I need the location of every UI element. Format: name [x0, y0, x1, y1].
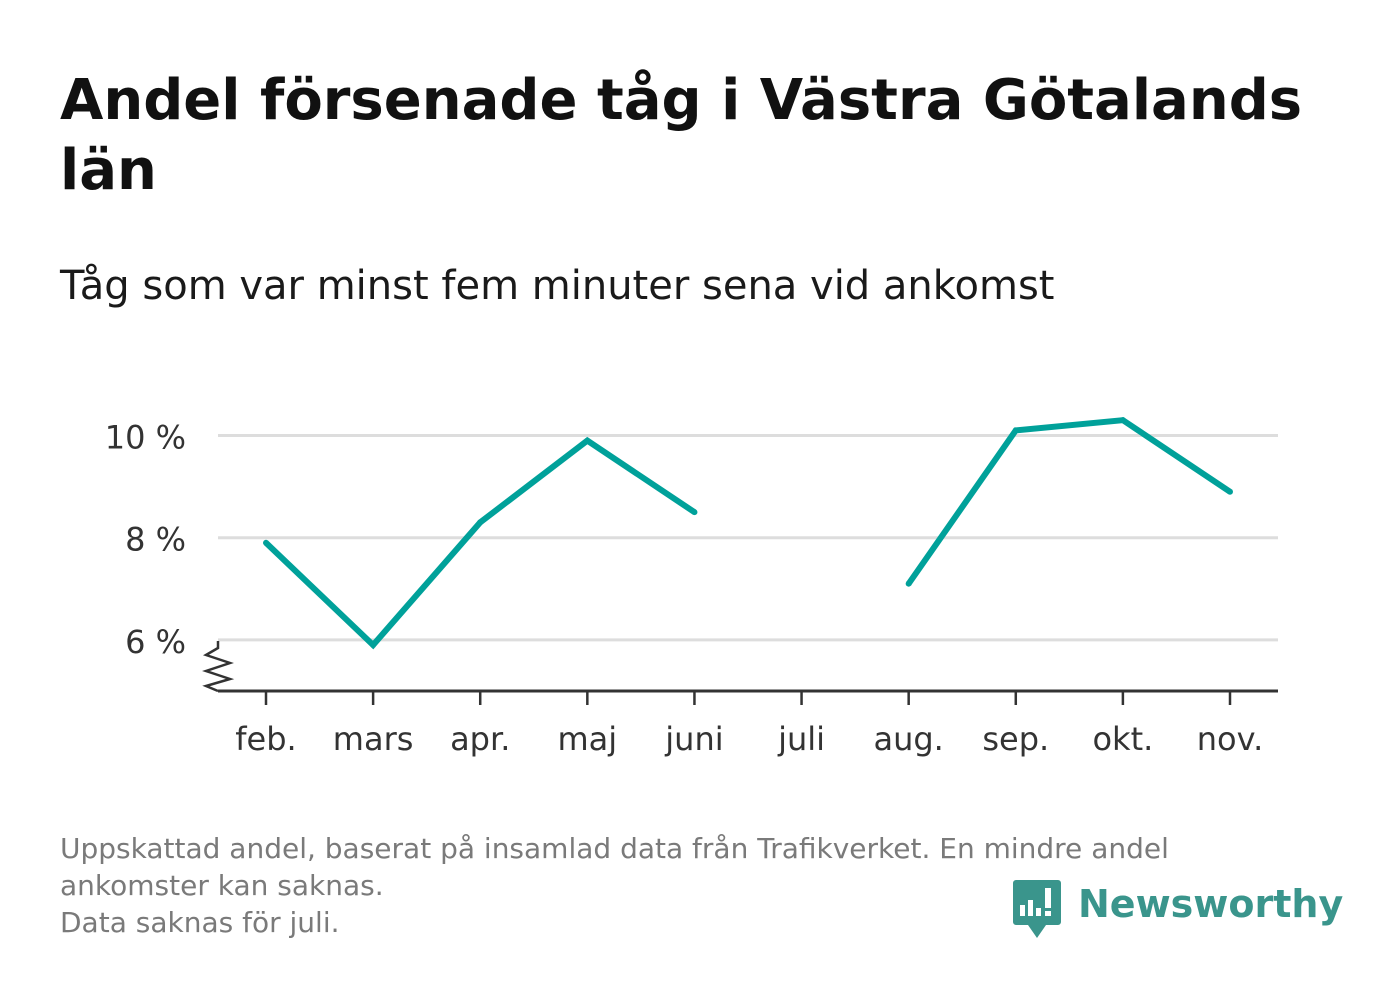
x-tick-label: feb.	[235, 720, 296, 758]
x-tick-label: juli	[777, 720, 825, 758]
chart-title: Andel försenade tåg i Västra Götalands l…	[60, 68, 1303, 203]
series-line-segment	[263, 436, 697, 650]
x-tick-label: mars	[333, 720, 414, 758]
y-tick-label: 10 %	[105, 419, 186, 457]
y-tick-label: 6 %	[125, 623, 186, 661]
y-axis-ticks: 6 % 8 % 10 %	[105, 419, 186, 661]
data-point	[1119, 417, 1126, 424]
footnote-missing-data: Data saknas för juli.	[60, 906, 340, 939]
footnote-source: Uppskattad andel, baserat på insamlad da…	[60, 832, 1169, 902]
gridlines	[218, 434, 1278, 642]
x-axis: feb. mars apr. maj juni juli aug. sep. okt. nov.	[202, 641, 1278, 758]
data-point	[905, 580, 912, 587]
data-point	[691, 509, 698, 516]
series-line-segment	[906, 417, 1232, 586]
x-tick-label: juni	[664, 720, 723, 758]
axis-break-marker	[202, 641, 235, 693]
x-tick-label: sep.	[982, 720, 1049, 758]
data-point	[584, 437, 591, 444]
data-point	[1227, 488, 1233, 495]
data-point	[263, 539, 269, 546]
x-tick-label: maj	[557, 720, 617, 758]
data-point	[370, 642, 377, 649]
footnote: Uppskattad andel, baserat på insamlad da…	[60, 830, 1320, 941]
chart-subtitle: Tåg som var minst fem minuter sena vid a…	[60, 263, 1055, 309]
brand-logo: Newsworthy	[1012, 878, 1343, 940]
x-tick-label: apr.	[450, 720, 510, 758]
x-tick-label: aug.	[873, 720, 943, 758]
data-point	[1012, 427, 1019, 434]
data-point	[477, 519, 484, 526]
x-tick-label: nov.	[1197, 720, 1263, 758]
chart-bubble-icon	[1013, 880, 1061, 938]
x-tick-label: okt.	[1092, 720, 1153, 758]
y-tick-label: 8 %	[125, 521, 186, 559]
brand-name: Newsworthy	[1078, 882, 1344, 926]
series-lines	[263, 417, 1233, 650]
